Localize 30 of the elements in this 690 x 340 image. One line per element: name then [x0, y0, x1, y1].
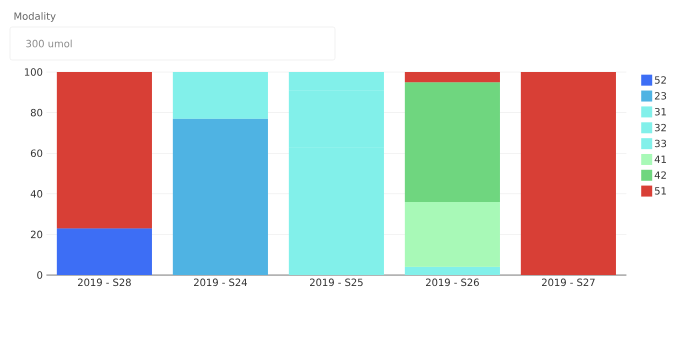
bar [172, 118, 268, 276]
legend-label: 33 [654, 140, 666, 148]
x-tick-label: 2019 - S27 [542, 278, 595, 286]
bar [404, 202, 500, 267]
bar [56, 72, 152, 228]
y-tick-label: 40 [30, 190, 42, 198]
legend-label: 31 [654, 108, 666, 116]
legend-label: 51 [654, 187, 666, 195]
x-tick-label: 2019 - S25 [310, 278, 363, 286]
bar [172, 72, 268, 119]
bar [56, 228, 152, 276]
y-tick-label: 60 [30, 149, 42, 158]
chart-subtitle: 300 umol [26, 40, 72, 48]
bar [404, 266, 500, 276]
legend-label: 42 [654, 171, 666, 179]
legend-label: 52 [654, 76, 666, 84]
x-tick-label: 2019 - S28 [78, 278, 131, 286]
x-tick-label: 2019 - S24 [194, 278, 247, 286]
y-tick-label: 0 [37, 271, 42, 279]
y-tick-label: 20 [30, 230, 42, 238]
bar [520, 72, 616, 276]
bar [404, 82, 500, 202]
legend-label: 41 [654, 156, 666, 163]
chart-title: Modality [14, 12, 56, 22]
legend-label: 23 [654, 92, 666, 100]
y-tick-label: 80 [30, 108, 42, 116]
x-tick-label: 2019 - S26 [426, 278, 479, 286]
legend-label: 32 [654, 124, 666, 132]
y-tick-label: 100 [24, 68, 42, 76]
bar [404, 72, 500, 82]
